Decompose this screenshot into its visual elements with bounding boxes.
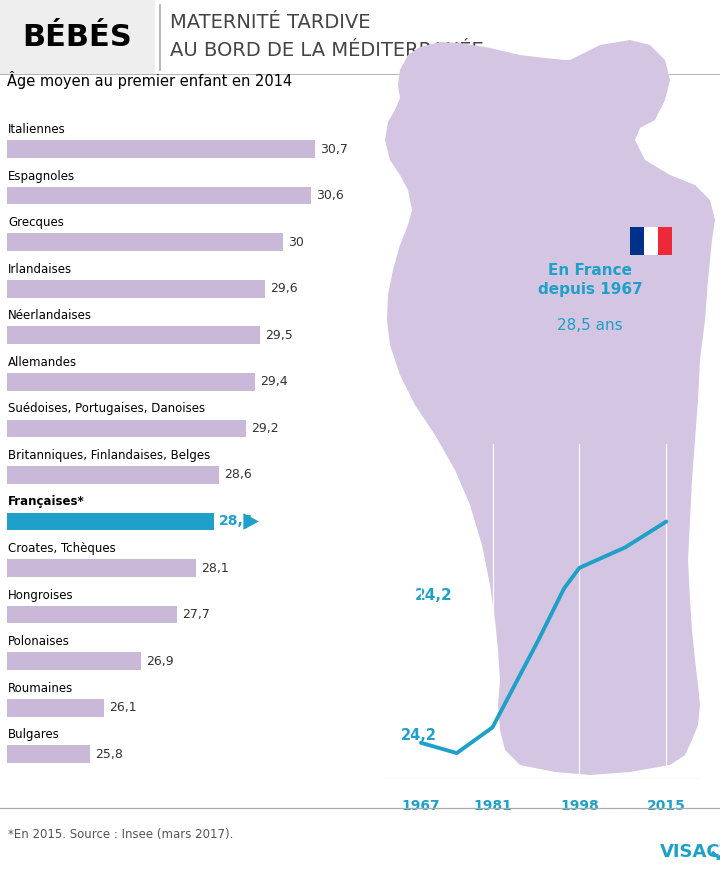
PathPatch shape [385, 40, 715, 775]
Bar [658, 227, 672, 255]
Bar [7, 652, 140, 670]
Text: 30: 30 [288, 236, 304, 249]
Text: En France
depuis 1967: En France depuis 1967 [538, 262, 642, 297]
Text: Polonaises: Polonaises [8, 635, 70, 648]
Text: 28,5: 28,5 [219, 515, 253, 529]
FancyArrow shape [711, 851, 720, 860]
Text: Grecques: Grecques [8, 216, 64, 229]
Text: 29,2: 29,2 [251, 422, 279, 435]
Text: 1998: 1998 [560, 799, 599, 813]
Bar [7, 605, 177, 623]
Text: 30,6: 30,6 [316, 189, 343, 202]
Text: Croates, Tchèques: Croates, Tchèques [8, 542, 116, 555]
Text: BÉBÉS: BÉBÉS [22, 23, 132, 52]
Text: Espagnoles: Espagnoles [8, 170, 75, 182]
Text: 25,8: 25,8 [95, 748, 123, 760]
Bar [7, 280, 265, 297]
Bar [7, 745, 90, 763]
Text: VISACTU: VISACTU [660, 843, 720, 861]
Bar [644, 227, 658, 255]
Polygon shape [243, 513, 259, 530]
Text: Roumaines: Roumaines [8, 682, 73, 694]
Bar [7, 187, 310, 204]
Text: Françaises*: Françaises* [8, 495, 85, 509]
Text: 2015: 2015 [647, 799, 685, 813]
Bar [7, 233, 283, 251]
Text: 28,6: 28,6 [224, 468, 251, 481]
Text: AU BORD DE LA MÉDITERRANÉE: AU BORD DE LA MÉDITERRANÉE [170, 41, 484, 60]
Text: 27,7: 27,7 [182, 608, 210, 621]
Text: 24,2: 24,2 [415, 588, 453, 603]
Bar [7, 699, 104, 716]
Text: Italiennes: Italiennes [8, 123, 66, 136]
Bar [7, 513, 214, 531]
Text: 29,5: 29,5 [265, 329, 293, 341]
Bar [7, 466, 219, 484]
Text: 28,1: 28,1 [201, 561, 228, 575]
Text: 26,1: 26,1 [109, 701, 137, 715]
Text: 26,9: 26,9 [145, 655, 174, 668]
Text: Âge moyen au premier enfant en 2014: Âge moyen au premier enfant en 2014 [7, 70, 292, 89]
Bar [7, 140, 315, 158]
Text: Britanniques, Finlandaises, Belges: Britanniques, Finlandaises, Belges [8, 449, 210, 462]
Bar [7, 326, 260, 344]
Text: Suédoises, Portugaises, Danoises: Suédoises, Portugaises, Danoises [8, 402, 205, 415]
Bar [7, 559, 196, 577]
Text: MATERNITÉ TARDIVE: MATERNITÉ TARDIVE [170, 12, 371, 32]
Text: 30,7: 30,7 [320, 143, 348, 156]
Text: 28,5 ans: 28,5 ans [557, 318, 623, 333]
Text: Irlandaises: Irlandaises [8, 262, 72, 275]
Bar [7, 420, 246, 437]
Text: 29,4: 29,4 [261, 375, 288, 388]
Text: 1967: 1967 [402, 799, 441, 813]
Text: Bulgares: Bulgares [8, 729, 60, 741]
Bar [0, 0, 155, 75]
Text: Hongroises: Hongroises [8, 589, 73, 602]
Text: 24,2: 24,2 [400, 728, 436, 743]
Text: 29,6: 29,6 [270, 282, 297, 295]
Bar [630, 227, 644, 255]
Text: *En 2015. Source : Insee (mars 2017).: *En 2015. Source : Insee (mars 2017). [8, 828, 233, 841]
Text: 1981: 1981 [473, 799, 512, 813]
Bar [7, 373, 256, 391]
Text: Néerlandaises: Néerlandaises [8, 309, 92, 322]
Text: Allemandes: Allemandes [8, 356, 77, 369]
